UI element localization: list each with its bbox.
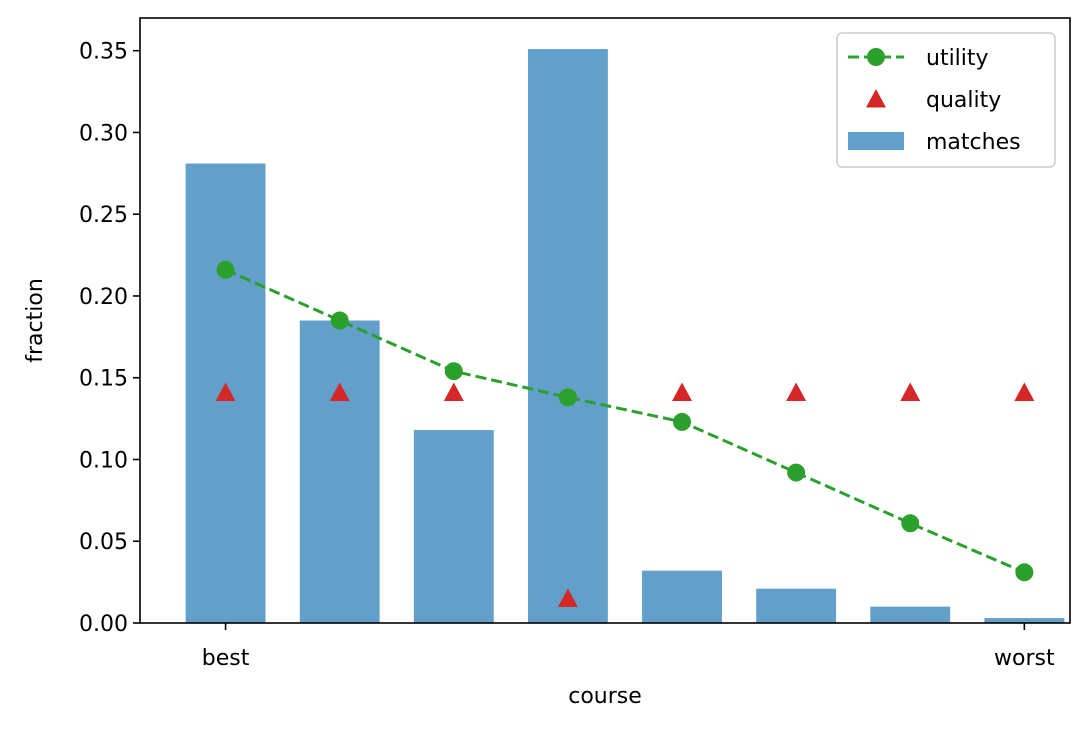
point-quality-5	[672, 382, 693, 401]
x-tick-label: worst	[994, 646, 1055, 671]
y-tick-label: 0.05	[79, 530, 128, 555]
point-quality-8	[1014, 382, 1035, 401]
y-tick-label: 0.00	[79, 612, 128, 637]
point-utility-2	[330, 311, 349, 330]
y-tick-label: 0.15	[79, 367, 128, 392]
bar-matches-5	[642, 570, 722, 623]
point-quality-2	[329, 382, 350, 401]
bar-matches-3	[413, 430, 494, 623]
y-axis-label: fraction	[23, 278, 48, 363]
point-quality-4	[557, 588, 578, 607]
point-quality-6	[786, 382, 807, 401]
legend-quality-label: quality	[926, 88, 1001, 113]
x-axis-label: course	[568, 684, 642, 709]
points-layer	[215, 260, 1035, 607]
point-utility-8	[1015, 563, 1034, 582]
point-utility-7	[901, 514, 920, 533]
point-quality-7	[900, 382, 921, 401]
point-utility-1	[216, 260, 235, 279]
bars-layer	[185, 49, 1065, 623]
point-quality-1	[215, 382, 236, 401]
point-utility-3	[444, 362, 463, 381]
plot-frame	[139, 17, 1071, 624]
point-utility-5	[673, 412, 692, 431]
x-tick-label: best	[202, 646, 250, 671]
line-utility	[224, 268, 1025, 574]
legend: utility quality matches	[836, 32, 1056, 168]
bar-matches-4	[527, 49, 608, 623]
y-tick-label: 0.10	[79, 448, 128, 473]
bar-matches-8	[984, 618, 1065, 623]
legend-matches-swatch	[848, 132, 904, 150]
line-layer	[224, 268, 1025, 574]
legend-utility-marker	[867, 48, 885, 66]
axes-layer: 0.00 0.05 0.10 0.15 0.20 0.25 0.30 0.35 best wors…	[23, 17, 1071, 709]
bar-matches-2	[299, 320, 380, 623]
legend-utility-label: utility	[926, 46, 989, 71]
bar-matches-7	[870, 606, 951, 623]
legend-matches-label: matches	[926, 130, 1021, 155]
y-tick-label: 0.35	[79, 40, 128, 65]
y-tick-label: 0.25	[79, 203, 128, 228]
y-tick-label: 0.20	[79, 285, 128, 310]
point-quality-3	[443, 382, 464, 401]
bar-matches-6	[756, 588, 837, 623]
y-tick-label: 0.30	[79, 121, 128, 146]
point-utility-4	[558, 388, 577, 407]
point-utility-6	[787, 463, 806, 482]
legend-quality-marker	[866, 89, 886, 108]
